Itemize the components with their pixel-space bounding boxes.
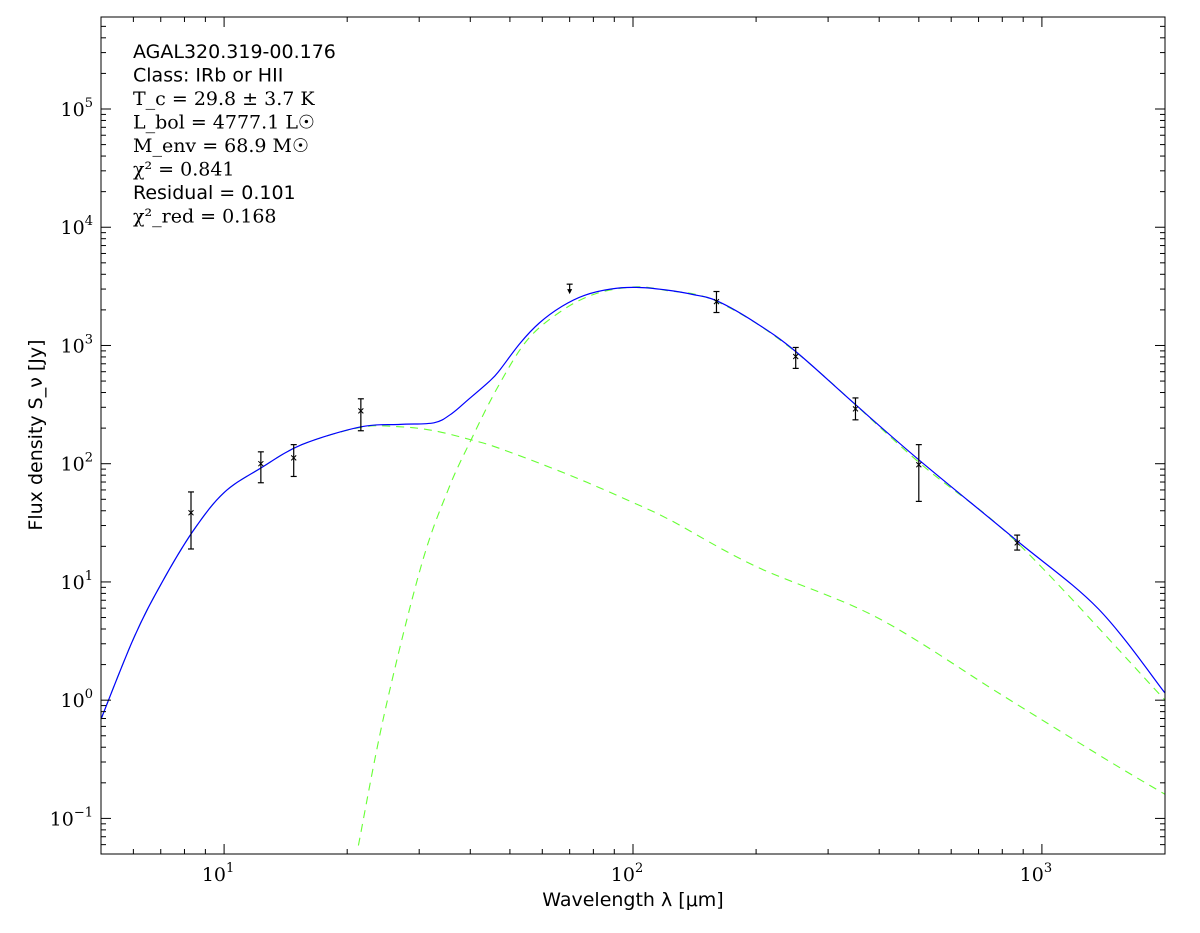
y-tick-label: 102 — [61, 451, 93, 476]
annotation-line: M_env = 68.9 M☉ — [133, 135, 309, 157]
y-tick-label: 101 — [61, 569, 93, 594]
annotation-line: χ²_red = 0.168 — [133, 206, 277, 228]
data-point — [188, 491, 195, 550]
data-point — [713, 290, 720, 314]
y-tick-label: 103 — [61, 332, 93, 357]
y-tick-label: 105 — [61, 96, 93, 121]
marker-x — [188, 509, 194, 516]
x-tick-label: 103 — [1020, 861, 1052, 886]
marker-x — [258, 460, 264, 467]
x-tick-label: 101 — [202, 861, 234, 886]
tick-labels: 101 102 103 10−1 100 101 102 103 104 105 — [50, 96, 1053, 886]
data-point — [1014, 534, 1021, 551]
data-point — [257, 451, 264, 484]
marker-x — [915, 461, 922, 468]
upper-limit — [566, 283, 573, 295]
data-point — [915, 444, 922, 502]
marker-x — [1014, 540, 1021, 546]
marker-x — [792, 353, 799, 360]
data-point — [357, 398, 364, 432]
data-point — [792, 346, 799, 369]
marker-x — [852, 406, 859, 412]
curve-warm — [101, 425, 1165, 795]
annotation-line: χ² = 0.841 — [133, 159, 235, 181]
marker-x — [358, 407, 364, 414]
marker-x — [713, 298, 720, 305]
data-point — [290, 444, 297, 478]
ticks — [100, 16, 1166, 855]
data-point — [852, 397, 859, 421]
arrow-down-icon — [567, 289, 573, 295]
curve-cold — [357, 286, 1165, 846]
y-axis-label: Flux density S_ν [Jy] — [25, 339, 47, 530]
annotation-line: Residual = 0.101 — [133, 182, 296, 204]
annotation-line: Class: IRb or HII — [133, 65, 283, 87]
marker-x — [290, 455, 297, 461]
data-points — [188, 283, 1021, 551]
x-tick-label: 102 — [611, 861, 643, 886]
y-tick-label: 104 — [61, 214, 93, 239]
annotation-line: L_bol = 4777.1 L☉ — [133, 112, 315, 134]
x-axis-label: Wavelength λ [μm] — [542, 889, 723, 911]
y-tick-label: 100 — [61, 687, 93, 712]
annotation-line: T_c = 29.8 ± 3.7 K — [133, 88, 315, 110]
curves — [101, 286, 1165, 846]
annotation-line: AGAL320.319-00.176 — [133, 41, 336, 63]
y-tick-label: 10−1 — [50, 805, 93, 830]
curve-total — [101, 286, 1165, 720]
